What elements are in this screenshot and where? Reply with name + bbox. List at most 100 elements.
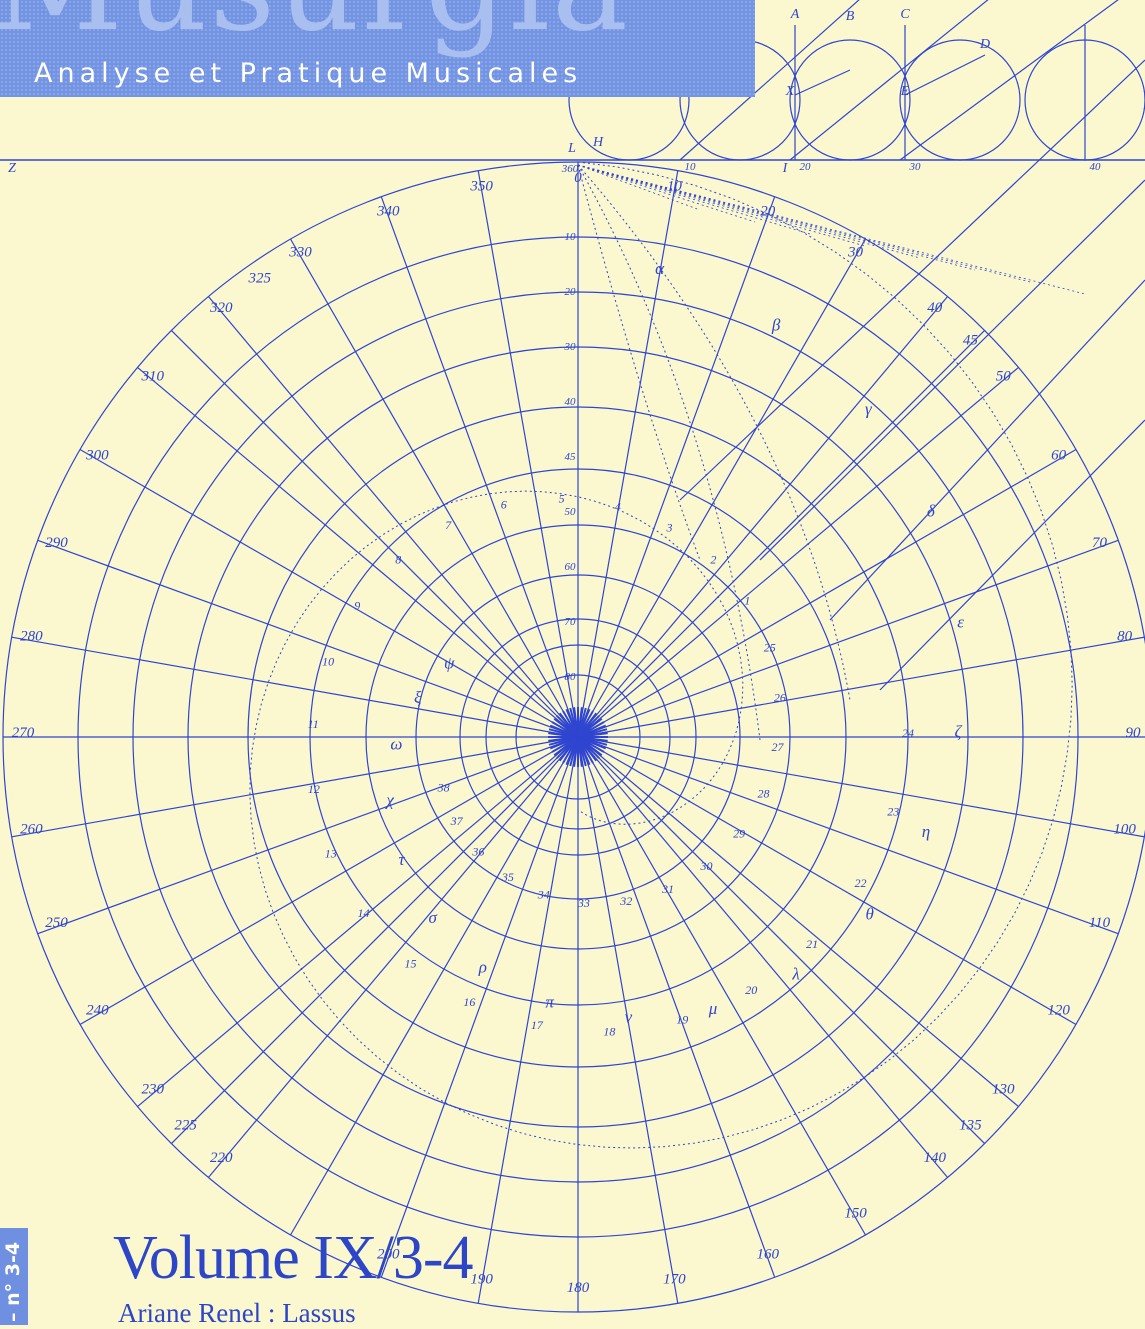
degree-label: 160 [757,1247,780,1263]
degree-label: 180 [567,1280,590,1296]
radial-label: 80 [565,671,577,683]
spoke-line [289,238,579,738]
degree-label: 350 [469,178,493,194]
spiral-label: 34 [537,887,550,901]
spoke-line [577,736,1077,1026]
spoke-line [577,736,1119,935]
spiral-label: 27 [772,740,785,754]
circle-construction [794,69,851,96]
spiral-label: 26 [774,690,786,704]
degree-label: 200 [377,1247,400,1263]
degree-label: 260 [20,821,43,837]
degree-label: 225 [174,1117,197,1133]
degree-label: 250 [45,915,68,931]
radial-label: 60 [565,561,577,573]
diagonal-line [759,179,1145,561]
construction-letter: C [900,7,910,22]
spoke-line [11,736,579,838]
spiral-label: 32 [619,894,632,908]
greek-label: π [545,993,554,1012]
spoke-line [577,196,776,738]
spoke-line [477,170,579,738]
tangent-degree: 10 [685,161,697,173]
rolling-circle [789,39,911,161]
spoke-line [577,366,1019,738]
spiral-label: 16 [463,995,475,1009]
spoke-line [577,170,679,738]
greek-label: μ [708,999,718,1018]
degree-label: 0 [574,170,582,186]
greek-label: τ [399,850,406,869]
spoke-line [577,736,1145,838]
tangent-degree: 360 [561,163,579,175]
spiral-label: 12 [308,782,320,796]
degree-label: 50 [996,368,1012,384]
radial-label: 50 [565,506,577,518]
degree-label: 310 [141,368,165,384]
spiral-label: 30 [700,859,713,873]
greek-label: α [655,259,665,278]
spoke-line [170,329,579,738]
spoke-line [577,329,986,738]
greek-label: χ [384,790,394,809]
greek-label: ρ [478,958,487,977]
spiral-label: 17 [531,1018,544,1032]
spoke-line [577,736,776,1278]
greek-label: η [922,822,930,841]
degree-label: 170 [663,1272,686,1288]
construction-ray [577,164,976,271]
spiral-label: 22 [855,876,867,890]
degree-label: 60 [1051,448,1067,464]
spiral-label: 11 [308,717,319,731]
spiral-label: 20 [745,983,757,997]
spiral-label: 3 [666,521,673,535]
journal-title: Musurgia [0,0,630,50]
construction-letter: L [567,141,576,156]
greek-label: ψ [444,654,455,673]
spiral-label: 23 [887,805,899,819]
construction-ray [577,164,921,259]
greek-label: ζ [955,722,963,741]
degree-label: 45 [963,333,979,349]
degree-label: 110 [1089,915,1111,931]
construction-letter: H [592,135,604,150]
spoke-line [577,736,949,1178]
construction-letter: Z [8,161,16,176]
spiral-label: 31 [661,882,674,896]
degree-label: 340 [376,204,400,220]
spoke-line [11,636,579,738]
spine-strip: – n° 3-4 [0,1228,28,1325]
article-line: Ariane Renel : Lassus [118,1298,356,1328]
construction-ray [577,164,811,235]
degree-label: 280 [20,629,43,645]
construction-letter: B [846,9,855,24]
construction-ray [577,164,866,247]
construction-ray [577,164,701,211]
greek-label: θ [866,904,874,923]
degree-label: 325 [247,270,271,286]
spiral-label: 38 [437,780,450,794]
degree-label: 190 [470,1272,493,1288]
spoke-line [289,736,579,1236]
spiral-label: 15 [405,957,417,971]
center-ray [577,707,583,738]
spiral-label: 13 [325,847,337,861]
spiral-label: 37 [450,814,464,828]
degree-label: 120 [1047,1003,1070,1019]
radial-label: 70 [565,616,577,628]
degree-label: 240 [86,1003,109,1019]
construction-curve [577,164,761,741]
greek-label: ν [625,1008,633,1027]
spoke-line [577,736,679,1304]
degree-label: 20 [760,204,776,220]
spoke-line [577,736,867,1236]
spoke-line [380,196,579,738]
tangent-degree: 20 [800,161,812,173]
spiral-curve [249,161,1073,1149]
diagonal-line [679,59,1145,501]
degree-label: 130 [992,1082,1015,1098]
spoke-line [37,736,579,935]
spiral-label: 7 [445,518,452,532]
degree-label: 150 [844,1206,867,1222]
